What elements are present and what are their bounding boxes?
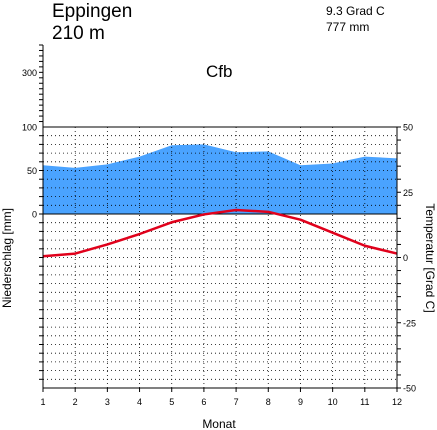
left-tick-label: 50 xyxy=(27,166,37,176)
right-tick-label: 25 xyxy=(403,188,413,198)
temperature-line xyxy=(42,208,398,258)
x-tick-label: 3 xyxy=(105,397,110,407)
x-tick-label: 6 xyxy=(201,397,206,407)
x-tick-label: 9 xyxy=(298,397,303,407)
right-tick-label: 0 xyxy=(403,253,408,263)
upper-precip-axis xyxy=(39,44,44,127)
x-tick-label: 8 xyxy=(266,397,271,407)
x-tick-label: 5 xyxy=(169,397,174,407)
climate-class: Cfb xyxy=(206,62,232,81)
x-tick-label: 12 xyxy=(392,397,402,407)
mean-temperature: 9.3 Grad C xyxy=(326,4,385,18)
right-tick-label: -50 xyxy=(403,384,416,394)
left-tick-label: 300 xyxy=(22,68,37,78)
y-axis-right-label: Temperatur [Grad C] xyxy=(423,203,437,312)
station-name: Eppingen xyxy=(52,1,132,22)
grid xyxy=(43,127,397,388)
x-tick-label: 2 xyxy=(73,397,78,407)
left-axis-ticks: 0 50 100 300 xyxy=(22,68,43,380)
left-tick-label: 0 xyxy=(32,210,37,220)
left-tick-label: 100 xyxy=(22,123,37,133)
x-tick-label: 4 xyxy=(137,397,142,407)
x-tick-label: 10 xyxy=(328,397,338,407)
station-elevation: 210 m xyxy=(52,23,105,44)
x-tick-label: 7 xyxy=(234,397,239,407)
right-tick-label: -25 xyxy=(403,318,416,328)
x-axis-label: Monat xyxy=(202,417,236,430)
right-axis-ticks: 50 25 0 -25 -50 xyxy=(397,123,416,394)
y-axis-left-label: Niederschlag [mm] xyxy=(0,208,14,308)
temperature-polyline xyxy=(42,208,398,258)
x-axis-ticks: 1 2 3 4 5 6 7 8 9 10 11 12 xyxy=(40,388,402,407)
x-tick-label: 1 xyxy=(40,397,45,407)
x-tick-label: 11 xyxy=(360,397,369,407)
annual-precipitation: 777 mm xyxy=(326,20,369,34)
right-tick-label: 50 xyxy=(403,123,413,133)
